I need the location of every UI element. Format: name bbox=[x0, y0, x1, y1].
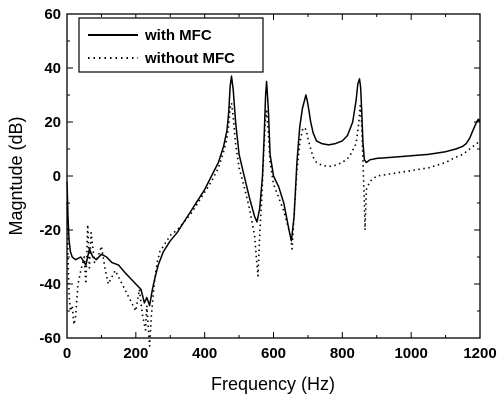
legend-label-without-mfc: without MFC bbox=[144, 50, 235, 67]
x-tick-label: 400 bbox=[192, 345, 217, 362]
legend: with MFC without MFC bbox=[78, 17, 264, 73]
y-tick-label: 0 bbox=[53, 168, 61, 185]
series-layer bbox=[66, 75, 481, 347]
y-tick-label: 20 bbox=[44, 114, 61, 131]
y-tick-label: -40 bbox=[39, 276, 61, 293]
legend-label-with-mfc: with MFC bbox=[144, 27, 212, 44]
y-tick-label: 40 bbox=[44, 60, 61, 77]
x-tick-label: 1000 bbox=[394, 345, 427, 362]
x-tick-label: 1200 bbox=[463, 345, 496, 362]
legend-box bbox=[78, 17, 264, 73]
x-axis-label: Frequency (Hz) bbox=[211, 374, 335, 394]
x-tick-label: 600 bbox=[261, 345, 286, 362]
x-tick-label: 0 bbox=[63, 345, 71, 362]
y-tick-label: -20 bbox=[39, 222, 61, 239]
series-line-without-mfc bbox=[66, 102, 481, 347]
x-tick-label: 200 bbox=[123, 345, 148, 362]
y-tick-label: 60 bbox=[44, 6, 61, 23]
y-axis-label: Magntude (dB) bbox=[6, 116, 26, 235]
series-line-with-mfc bbox=[66, 75, 481, 307]
y-tick-label: -60 bbox=[39, 330, 61, 347]
x-tick-label: 800 bbox=[330, 345, 355, 362]
